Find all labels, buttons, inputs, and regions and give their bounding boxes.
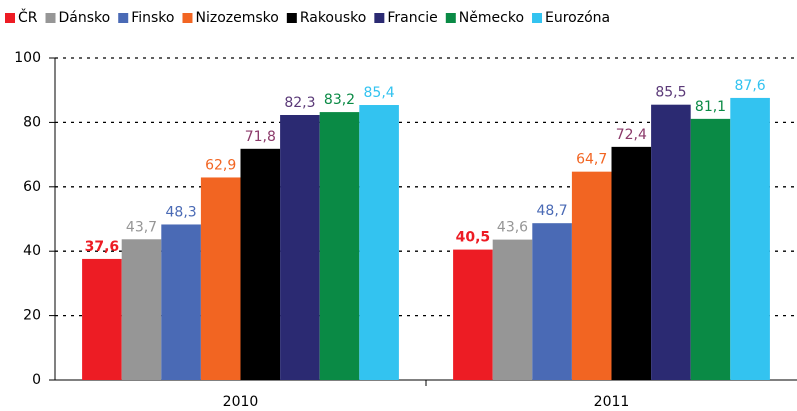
x-tick-label: 2011 [594,394,630,410]
bar [651,104,691,380]
bar [200,177,241,380]
bar [730,97,770,380]
bar [82,258,122,380]
bar [121,239,162,380]
data-label: 87,6 [735,78,766,94]
legend-swatch [5,13,15,23]
legend-swatch [45,13,56,23]
y-tick-label: 80 [23,114,41,130]
data-label: 83,2 [324,92,355,108]
legend-swatch [374,13,385,23]
legend-swatch [532,13,543,23]
bar [571,171,612,380]
data-label: 64,7 [576,152,607,168]
bar [611,146,652,380]
data-label: 40,5 [456,230,491,246]
legend-swatch [182,13,193,23]
bar [240,148,281,380]
data-label: 48,3 [166,204,197,220]
legend-label: Finsko [131,10,174,26]
legend-label: Eurozóna [545,10,610,26]
data-label: 81,1 [695,99,726,115]
data-label: 71,8 [245,129,276,145]
data-label: 85,4 [364,85,395,101]
y-tick-label: 20 [23,308,41,324]
bar [453,249,493,380]
data-label: 43,7 [126,219,157,235]
bar [319,112,360,380]
data-label: 82,3 [284,95,315,111]
data-label: 43,6 [497,220,528,236]
bar [359,105,399,381]
legend-label: ČR [18,8,38,26]
legend-swatch [118,13,129,23]
y-tick-label: 40 [23,243,41,259]
legend-swatch [445,13,456,23]
data-label: 37,6 [85,239,120,255]
y-tick-label: 100 [14,50,41,66]
legend-label: Nizozemsko [195,10,278,26]
data-label: 62,9 [205,157,236,173]
bar [280,114,320,380]
data-label: 85,5 [655,85,686,101]
bar [690,118,731,380]
x-tick-label: 2010 [223,394,259,410]
legend-swatch [286,13,297,23]
legend-label: Francie [387,10,437,26]
y-tick-label: 0 [32,372,41,388]
bar [492,239,533,380]
data-label: 48,7 [537,203,568,219]
legend-label: Dánsko [59,10,111,26]
legend-label: Německo [459,10,524,26]
y-tick-label: 60 [23,179,41,195]
bar [532,223,572,380]
data-label: 72,4 [616,127,647,143]
legend-label: Rakousko [300,10,367,26]
bar [161,224,201,380]
